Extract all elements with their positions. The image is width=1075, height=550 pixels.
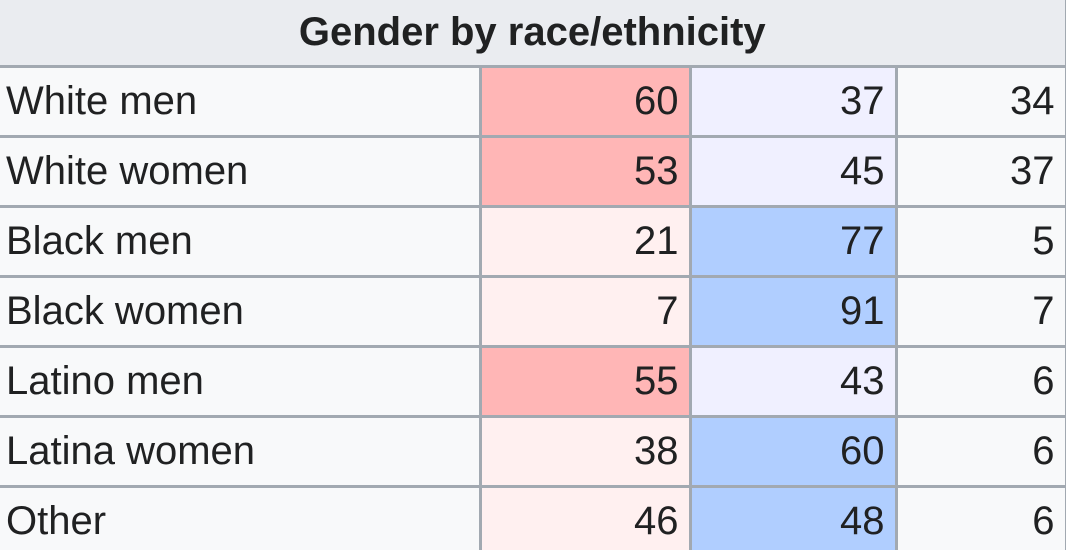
democrat-cell: 37 (688, 64, 898, 138)
table-row: White men 60 37 34 (0, 64, 1066, 138)
table-row: Black women 7 91 7 (0, 274, 1066, 348)
share-cell: 6 (894, 344, 1066, 418)
democrat-cell: 45 (688, 134, 898, 208)
share-cell: 6 (894, 484, 1066, 550)
republican-cell: 7 (478, 274, 692, 348)
share-cell: 5 (894, 204, 1066, 278)
row-label: White men (0, 64, 482, 138)
share-cell: 7 (894, 274, 1066, 348)
table-row: Other 46 48 6 (0, 484, 1066, 550)
democrat-cell: 43 (688, 344, 898, 418)
share-cell: 34 (894, 64, 1066, 138)
republican-cell: 21 (478, 204, 692, 278)
democrat-cell: 77 (688, 204, 898, 278)
republican-cell: 53 (478, 134, 692, 208)
republican-cell: 46 (478, 484, 692, 550)
democrat-cell: 60 (688, 414, 898, 488)
share-cell: 6 (894, 414, 1066, 488)
section-header-row: Gender by race/ethnicity (0, 0, 1066, 68)
table-row: White women 53 45 37 (0, 134, 1066, 208)
republican-cell: 38 (478, 414, 692, 488)
share-cell: 37 (894, 134, 1066, 208)
republican-cell: 55 (478, 344, 692, 418)
row-label: White women (0, 134, 482, 208)
row-label: Latino men (0, 344, 482, 418)
section-title: Gender by race/ethnicity (0, 0, 1066, 68)
table-row: Latina women 38 60 6 (0, 414, 1066, 488)
democrat-cell: 91 (688, 274, 898, 348)
table-row: Black men 21 77 5 (0, 204, 1066, 278)
democrat-cell: 48 (688, 484, 898, 550)
row-label: Black men (0, 204, 482, 278)
republican-cell: 60 (478, 64, 692, 138)
table-row: Latino men 55 43 6 (0, 344, 1066, 418)
row-label: Black women (0, 274, 482, 348)
row-label: Other (0, 484, 482, 550)
row-label: Latina women (0, 414, 482, 488)
